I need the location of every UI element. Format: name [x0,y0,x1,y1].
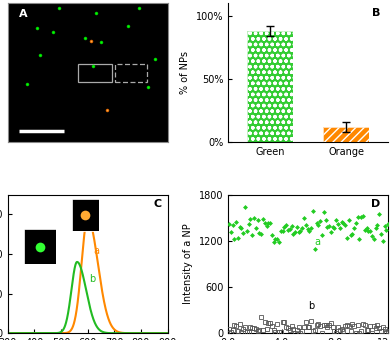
Text: B: B [372,7,380,18]
Text: a: a [93,246,99,256]
Bar [323,127,369,142]
Text: A: A [19,9,28,19]
Y-axis label: % of NPs: % of NPs [180,51,191,94]
Bar [78,64,112,82]
Text: C: C [153,199,161,209]
Text: b: b [308,301,314,310]
Bar [247,31,293,142]
Text: b: b [89,274,95,284]
Text: D: D [371,199,380,209]
Bar [323,127,369,142]
Y-axis label: Intensity of a NP: Intensity of a NP [183,223,193,304]
Bar [115,64,147,82]
Bar [247,31,293,142]
Text: a: a [315,237,321,246]
